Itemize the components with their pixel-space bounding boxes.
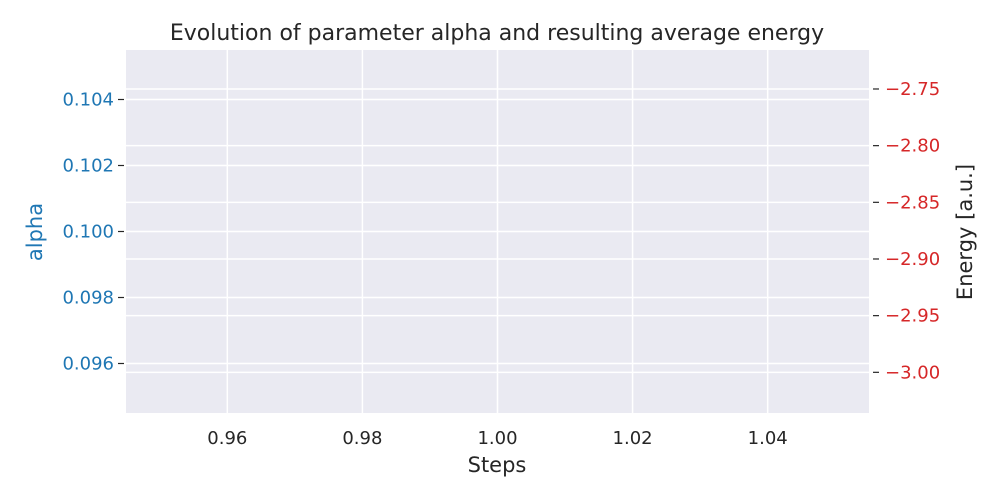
x-tick-label: 0.96: [207, 428, 247, 449]
chart-title: Evolution of parameter alpha and resulti…: [170, 21, 824, 46]
y-axis-left: 0.096 0.098 0.100 0.102 0.104: [62, 90, 124, 375]
y-right-tick-label: −3.00: [885, 362, 940, 383]
x-tick-label: 1.02: [613, 428, 653, 449]
y-right-tick-label: −2.80: [885, 136, 940, 157]
y-left-tick-label: 0.104: [62, 90, 114, 111]
x-tick-label: 1.00: [477, 428, 517, 449]
y-left-tick-label: 0.102: [62, 156, 114, 177]
x-tick-label: 1.04: [748, 428, 788, 449]
x-tick-label: 0.98: [342, 428, 382, 449]
y-right-tick-label: −2.95: [885, 306, 940, 327]
y-right-tick-label: −2.90: [885, 249, 940, 270]
x-axis-label: Steps: [468, 453, 527, 477]
y-axis-left-label: alpha: [23, 203, 47, 261]
grid: [126, 50, 869, 413]
y-left-tick-label: 0.100: [62, 222, 114, 243]
y-axis-right: −3.00 −2.95 −2.90 −2.85 −2.80 −2.75: [873, 79, 940, 383]
y-left-tick-label: 0.098: [62, 288, 114, 309]
y-right-tick-label: −2.75: [885, 79, 940, 100]
y-axis-right-label: Energy [a.u.]: [953, 164, 977, 300]
x-axis: 0.96 0.98 1.00 1.02 1.04: [207, 428, 787, 449]
y-left-tick-label: 0.096: [62, 354, 114, 375]
y-right-tick-label: −2.85: [885, 192, 940, 213]
